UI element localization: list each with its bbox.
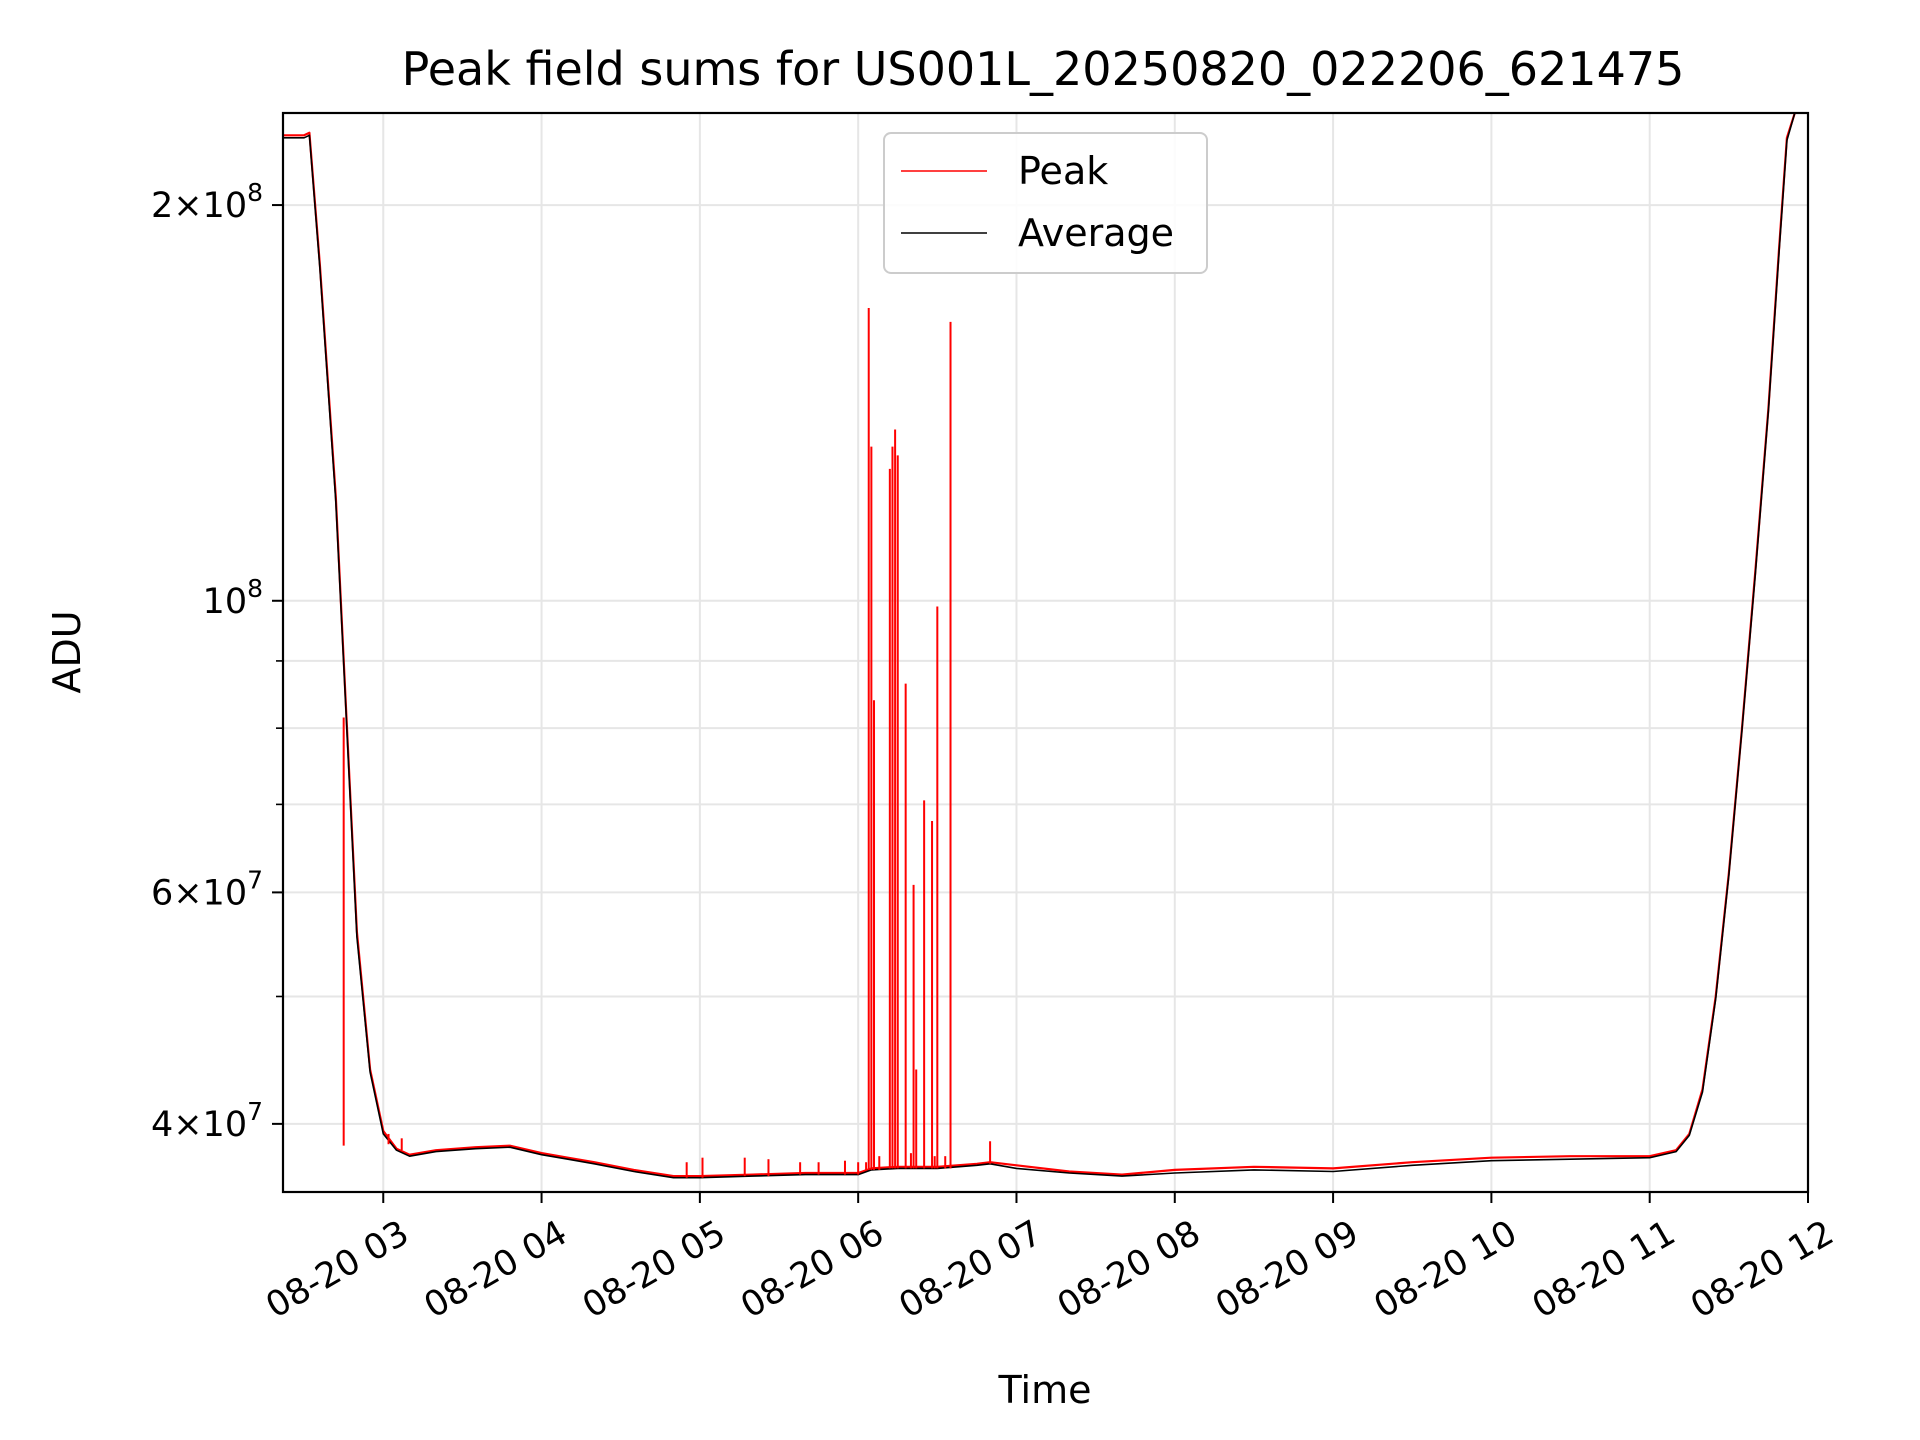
y-tick-label: 4×107 [151,1097,263,1145]
x-axis-label: Time [998,1368,1092,1412]
legend-label-average: Average [1018,211,1174,255]
y-tick-label: 6×107 [151,865,263,913]
chart-title: Peak field sums for US001L_20250820_0222… [402,42,1685,96]
y-tick-exponent: 8 [247,574,263,603]
y-tick-label: 108 [203,574,263,622]
legend: Peak Average [883,132,1208,274]
grid-layer [283,113,1809,1192]
y-tick-mantissa: 6× [151,873,203,913]
y-tick-base: 10 [203,186,248,226]
plot-frame [281,111,1810,1194]
plot-area [283,113,1796,1179]
legend-label-peak: Peak [1018,149,1108,193]
y-tick-base: 10 [203,582,248,622]
y-tick-mantissa: 2× [151,186,203,226]
series-group [283,113,1796,1179]
y-tick-mantissa: 4× [151,1105,203,1145]
y-tick-exponent: 8 [247,178,263,207]
y-tick-label: 2×108 [151,178,263,226]
y-tick-exponent: 7 [247,865,263,894]
y-tick-base: 10 [203,873,248,913]
y-tick-exponent: 7 [247,1097,263,1126]
legend-box [883,132,1208,274]
series-line-average [283,113,1796,1179]
y-tick-base: 10 [203,1105,248,1145]
y-axis-label: ADU [45,610,89,693]
